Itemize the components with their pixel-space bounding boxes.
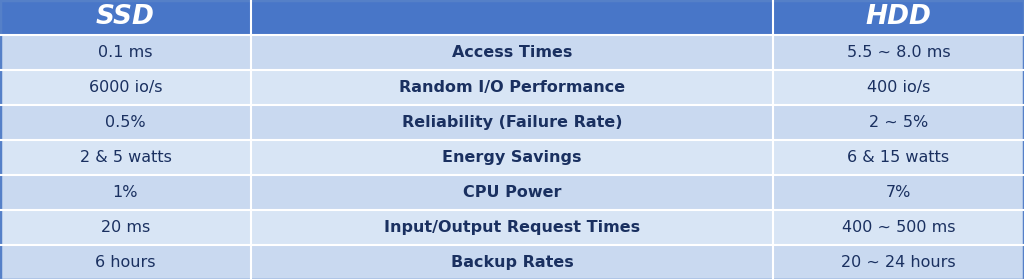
Text: 1%: 1% <box>113 185 138 200</box>
Bar <box>0 140 1024 175</box>
Bar <box>0 105 1024 140</box>
Text: 20 ms: 20 ms <box>100 220 151 235</box>
Bar <box>0 35 1024 70</box>
Text: 20 ~ 24 hours: 20 ~ 24 hours <box>842 255 955 270</box>
Text: 7%: 7% <box>886 185 911 200</box>
Bar <box>0 0 1024 35</box>
Bar <box>0 70 1024 105</box>
Bar <box>0 175 1024 210</box>
Text: 0.5%: 0.5% <box>105 115 145 130</box>
Text: Input/Output Request Times: Input/Output Request Times <box>384 220 640 235</box>
Text: 2 ~ 5%: 2 ~ 5% <box>869 115 928 130</box>
Text: Reliability (Failure Rate): Reliability (Failure Rate) <box>401 115 623 130</box>
Text: HDD: HDD <box>865 4 932 31</box>
Text: 0.1 ms: 0.1 ms <box>98 45 153 60</box>
Text: Energy Savings: Energy Savings <box>442 150 582 165</box>
Bar <box>0 210 1024 245</box>
Text: 2 & 5 watts: 2 & 5 watts <box>80 150 171 165</box>
Text: Backup Rates: Backup Rates <box>451 255 573 270</box>
Text: 400 io/s: 400 io/s <box>867 80 930 95</box>
Text: 6 & 15 watts: 6 & 15 watts <box>848 150 949 165</box>
Text: Access Times: Access Times <box>452 45 572 60</box>
Text: 5.5 ~ 8.0 ms: 5.5 ~ 8.0 ms <box>847 45 950 60</box>
Text: 6 hours: 6 hours <box>95 255 156 270</box>
Text: SSD: SSD <box>96 4 155 31</box>
Text: CPU Power: CPU Power <box>463 185 561 200</box>
Bar <box>0 245 1024 280</box>
Text: 400 ~ 500 ms: 400 ~ 500 ms <box>842 220 955 235</box>
Text: Random I/O Performance: Random I/O Performance <box>399 80 625 95</box>
Text: 6000 io/s: 6000 io/s <box>89 80 162 95</box>
